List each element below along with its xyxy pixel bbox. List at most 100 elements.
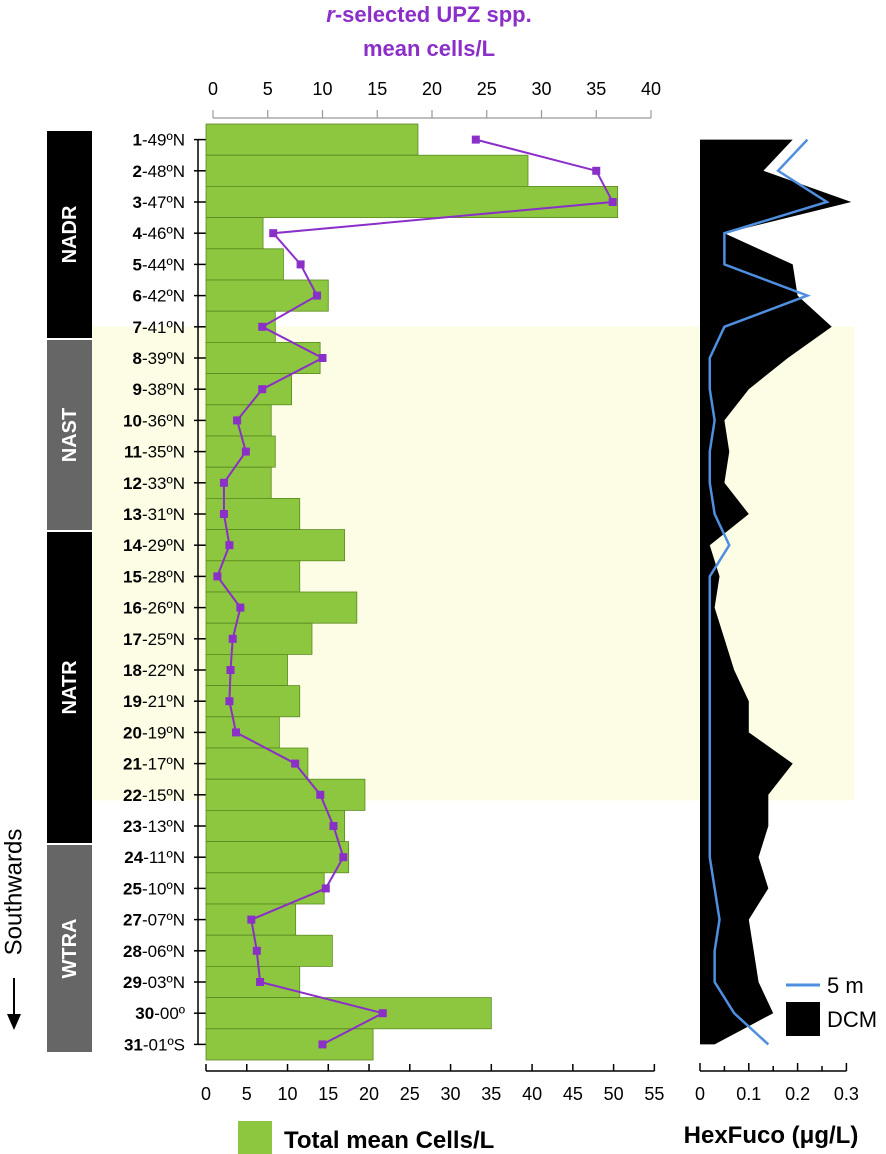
province-block xyxy=(47,131,92,338)
hexfuco-panel: 0 0.1 0.2 0.3 HexFuco (μg/L) xyxy=(684,138,859,1149)
station-latitude: -00º xyxy=(154,1004,185,1023)
side-label: Southwards xyxy=(1,829,28,956)
station-label: 10-36ºN xyxy=(123,411,185,430)
station-number: 19 xyxy=(123,692,142,711)
bottom-axis-tick-label: 20 xyxy=(359,1084,379,1104)
bottom-axis-tick-label: 15 xyxy=(318,1084,338,1104)
station-latitude: -19ºN xyxy=(142,723,185,742)
station-number: 27 xyxy=(123,910,142,929)
station-number: 1 xyxy=(132,130,141,149)
total-cells-bar xyxy=(205,373,292,406)
station-latitude: -22ºN xyxy=(142,661,185,680)
station-label: 11-35ºN xyxy=(124,442,185,461)
station-label: 8-39ºN xyxy=(132,349,185,368)
station-latitude: -47ºN xyxy=(142,193,185,212)
station-label: 29-03ºN xyxy=(123,973,185,992)
rselected-point xyxy=(316,790,325,799)
province-block xyxy=(47,845,92,1052)
station-latitude: -21ºN xyxy=(142,692,185,711)
rselected-point xyxy=(258,385,267,394)
total-cells-bar xyxy=(205,185,619,218)
station-number: 13 xyxy=(123,505,142,524)
station-number: 7 xyxy=(132,317,141,336)
station-latitude: -11ºN xyxy=(143,848,185,867)
rselected-axis: 0 5 10 15 20 25 30 35 40 r-selected UPZ spp. mean … xyxy=(208,2,661,119)
total-cells-bar xyxy=(205,997,492,1030)
station-latitude: -03ºN xyxy=(142,973,185,992)
total-cells-bar xyxy=(205,966,301,999)
station-number: 20 xyxy=(123,723,142,742)
station-label: 16-26ºN xyxy=(123,598,185,617)
m5-legend-label: 5 m xyxy=(827,973,864,998)
province-label: NADR xyxy=(59,205,81,263)
total-cells-bar xyxy=(205,310,276,343)
station-number: 3 xyxy=(132,193,141,212)
rselected-point xyxy=(219,478,228,487)
station-label: 17-25ºN xyxy=(123,629,185,648)
top-axis-tick-label: 10 xyxy=(312,79,332,99)
station-number: 16 xyxy=(123,598,142,617)
total-cells-bar xyxy=(205,810,345,843)
rselected-point xyxy=(226,666,235,674)
station-latitude: -29ºN xyxy=(142,536,185,555)
station-number: 9 xyxy=(132,380,141,399)
rselected-point xyxy=(233,416,242,425)
top-axis-tick-label: 5 xyxy=(263,79,273,99)
bottom-axis-tick-label: 50 xyxy=(604,1084,624,1104)
station-number: 15 xyxy=(123,567,142,586)
station-number: 14 xyxy=(123,536,142,555)
station-number: 29 xyxy=(123,973,142,992)
rselected-point xyxy=(339,853,348,862)
station-number: 6 xyxy=(132,286,141,305)
bottom-axis-tick-label: 40 xyxy=(522,1084,542,1104)
station-number: 28 xyxy=(123,941,142,960)
total-cells-bar xyxy=(205,154,529,187)
total-cells-bar xyxy=(205,1028,374,1061)
rselected-point xyxy=(378,1009,387,1018)
total-cells-axis: 0 5 10 15 20 25 30 35 40 45 50 55 xyxy=(201,1064,664,1104)
station-latitude: -26ºN xyxy=(142,598,185,617)
station-latitude: -46ºN xyxy=(142,224,185,243)
station-latitude: -38ºN xyxy=(142,380,185,399)
total-cells-bar xyxy=(205,778,366,811)
total-cells-bar xyxy=(205,123,419,156)
bottom-axis-tick-label: 30 xyxy=(441,1084,461,1104)
station-label: 7-41ºN xyxy=(132,317,185,336)
station-label: 15-28ºN xyxy=(123,567,185,586)
dcm-legend-swatch xyxy=(786,1002,820,1036)
rselected-point xyxy=(231,728,240,737)
station-label: 5-44ºN xyxy=(132,255,185,274)
station-latitude: -33ºN xyxy=(142,473,185,492)
station-label: 19-21ºN xyxy=(123,692,185,711)
province-block xyxy=(47,340,92,530)
station-number: 22 xyxy=(123,785,142,804)
station-latitude: -15ºN xyxy=(142,785,185,804)
province-labels: NADR NAST NATR WTRA Southwards xyxy=(1,131,92,1052)
top-axis-title-line1: r-selected UPZ spp. xyxy=(326,2,531,27)
station-label: 13-31ºN xyxy=(123,505,185,524)
province-label: WTRA xyxy=(59,919,81,979)
station-number: 5 xyxy=(132,255,141,274)
station-label: 30-00º xyxy=(135,1004,185,1023)
station-label: 25-10ºN xyxy=(123,879,185,898)
rselected-point xyxy=(321,884,330,893)
station-latitude: -39ºN xyxy=(142,349,185,368)
station-latitude: -10ºN xyxy=(142,879,185,898)
total-cells-bar xyxy=(205,466,272,499)
bottom-axis-tick-label: 0 xyxy=(201,1084,211,1104)
total-cells-bars xyxy=(205,123,619,1061)
total-cells-bar xyxy=(205,872,325,905)
station-label: 28-06ºN xyxy=(123,941,185,960)
m5-line xyxy=(708,138,830,1046)
province-label: NAST xyxy=(59,408,81,462)
total-cells-bar xyxy=(205,654,288,687)
rselected-point xyxy=(228,634,237,643)
legend: Total mean Cells/L 5 m DCM xyxy=(238,973,877,1154)
total-cells-bar xyxy=(205,685,301,718)
station-number: 12 xyxy=(123,473,142,492)
rselected-point xyxy=(219,510,228,518)
station-label: 24-11ºN xyxy=(124,848,185,867)
rselected-point xyxy=(213,572,222,581)
rselected-point xyxy=(471,135,480,144)
